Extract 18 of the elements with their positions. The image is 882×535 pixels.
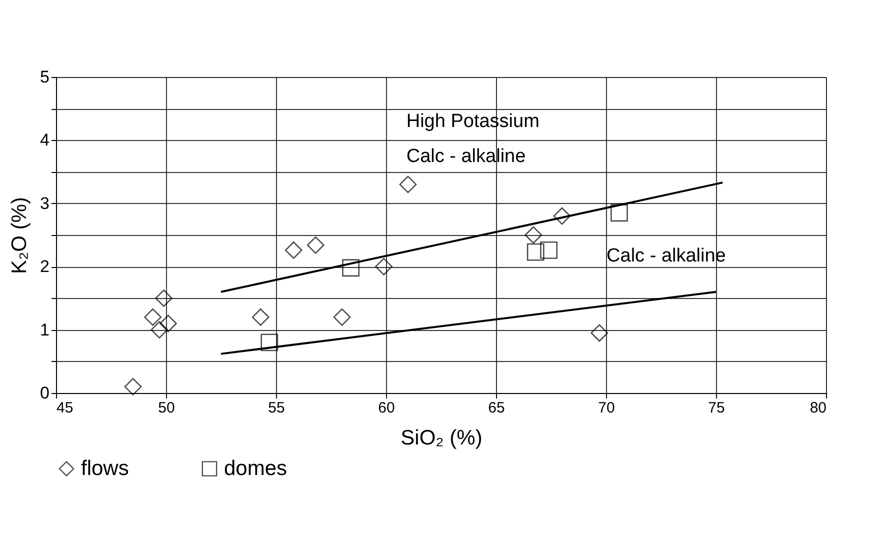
y-tick-label: 4 <box>40 130 50 150</box>
x-tick-label: 45 <box>56 400 74 416</box>
y-tick-label: 0 <box>40 384 50 402</box>
y-tick-label: 1 <box>40 320 50 340</box>
legend-label: flows <box>81 456 129 480</box>
y-axis-title: K₂O (%) <box>8 197 32 274</box>
x-tick-label: 65 <box>488 400 505 416</box>
y-tick-label: 2 <box>40 257 50 276</box>
legend-label: domes <box>224 456 288 480</box>
x-axis-title: SiO₂ (%) <box>400 426 482 450</box>
y-tick-label: 5 <box>40 68 50 86</box>
x-tick-label: 80 <box>810 400 826 416</box>
x-tick-label: 75 <box>708 400 725 416</box>
x-tick-label: 60 <box>378 400 395 416</box>
x-tick-label: 55 <box>268 400 285 416</box>
y-tick-label: 3 <box>40 194 50 213</box>
x-tick-label: 70 <box>598 400 615 416</box>
x-tick-label: 50 <box>158 400 175 416</box>
